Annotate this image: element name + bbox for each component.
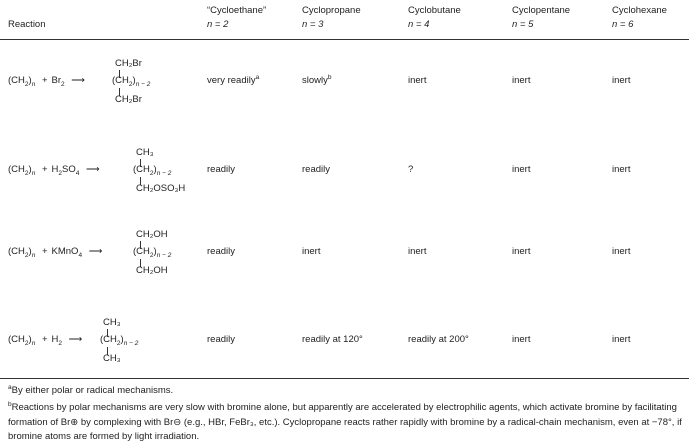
footnote-mark: b xyxy=(8,400,12,408)
reactivity-cell: inert xyxy=(408,75,427,86)
product-bottom-group: CH₂Br xyxy=(115,94,142,105)
reaction-equation: (CH2)n + Br2 ⟶ xyxy=(8,75,85,88)
reactivity-cell: readily at 120° xyxy=(302,334,363,345)
reactivity-cell: readily xyxy=(302,164,330,175)
footnote-b: bReactions by polar mechanisms are very … xyxy=(8,401,683,445)
footer-rule xyxy=(0,378,689,379)
bond-line xyxy=(119,70,120,78)
reactivity-cell: ? xyxy=(408,164,414,175)
column-header: Cyclobutane xyxy=(408,5,461,16)
reactivity-cell: slowlyb xyxy=(302,73,332,86)
product-bottom-group: CH₂OSO₃H xyxy=(136,183,186,194)
reaction-equation: (CH2)n + H2SO4 ⟶ xyxy=(8,164,100,177)
reactivity-cell: inert xyxy=(512,164,531,175)
product-chain: (CH2)n − 2 xyxy=(133,246,172,259)
product-top-group: CH₃ xyxy=(136,147,154,158)
bond-line xyxy=(140,177,141,185)
reactivity-cell: inert xyxy=(512,75,531,86)
reaction-equation: (CH2)n + KMnO4 ⟶ xyxy=(8,246,103,259)
product-bottom-group: CH₃ xyxy=(103,353,121,364)
product-bottom-group: CH₂OH xyxy=(136,265,168,276)
bond-line xyxy=(107,347,108,355)
product-chain: (CH2)n − 2 xyxy=(133,164,172,177)
product-chain: (CH2)n − 2 xyxy=(112,75,151,88)
column-header: Cyclohexane xyxy=(612,5,667,16)
reactivity-cell: readily at 200° xyxy=(408,334,469,345)
bond-line xyxy=(140,241,141,249)
reactivity-cell: readily xyxy=(207,246,235,257)
bond-line xyxy=(119,88,120,96)
reaction-equation: (CH2)n + H2 ⟶ xyxy=(8,334,83,347)
bond-line xyxy=(107,329,108,337)
column-n: n = 6 xyxy=(612,19,634,30)
column-header: Cyclopropane xyxy=(302,5,361,16)
product-top-group: CH₃ xyxy=(103,317,121,328)
reactivity-cell: inert xyxy=(408,246,427,257)
column-header: “Cycloethane” xyxy=(207,5,267,16)
column-n: n = 5 xyxy=(512,19,534,30)
column-n: n = 2 xyxy=(207,19,229,30)
reactivity-cell: inert xyxy=(512,246,531,257)
reactivity-cell: inert xyxy=(612,164,631,175)
column-header: Cyclopentane xyxy=(512,5,571,16)
footnote-a: aBy either polar or radical mechanisms. xyxy=(8,384,683,399)
footnote-text: By either polar or radical mechanisms. xyxy=(11,385,174,396)
header-rule xyxy=(0,39,689,40)
column-n: n = 4 xyxy=(408,19,430,30)
product-top-group: CH₂OH xyxy=(136,229,168,240)
reactivity-cell: readily xyxy=(207,164,235,175)
product-chain: (CH2)n − 2 xyxy=(100,334,139,347)
bond-line xyxy=(140,159,141,167)
product-top-group: CH₂Br xyxy=(115,58,142,69)
footnote-text: Reactions by polar mechanisms are very s… xyxy=(8,402,682,442)
reactivity-cell: inert xyxy=(612,246,631,257)
reactivity-cell: inert xyxy=(612,75,631,86)
reactivity-cell: inert xyxy=(302,246,321,257)
reactivity-cell: very readilya xyxy=(207,73,260,86)
reactivity-cell: inert xyxy=(612,334,631,345)
reactivity-cell: inert xyxy=(512,334,531,345)
column-n: n = 3 xyxy=(302,19,324,30)
reactivity-cell: readily xyxy=(207,334,235,345)
footnote-mark: a xyxy=(8,383,12,391)
bond-line xyxy=(140,259,141,267)
header-reaction: Reaction xyxy=(8,19,46,30)
